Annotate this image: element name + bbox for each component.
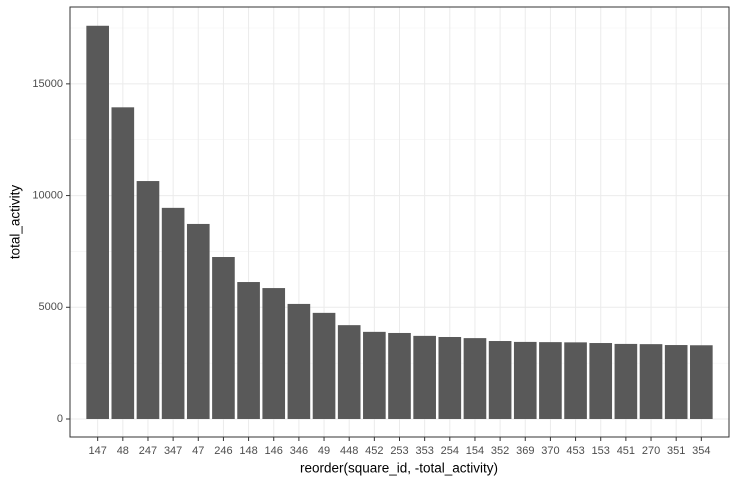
bar bbox=[614, 343, 638, 419]
x-tick-label: 47 bbox=[192, 445, 204, 457]
bar bbox=[237, 282, 260, 419]
bar bbox=[413, 335, 436, 419]
y-tick-label: 10000 bbox=[32, 189, 63, 201]
bar bbox=[111, 107, 135, 419]
y-tick-label: 15000 bbox=[32, 78, 63, 90]
bar bbox=[287, 303, 311, 419]
bar bbox=[664, 345, 688, 419]
bar bbox=[337, 325, 361, 419]
x-tick-label: 451 bbox=[617, 445, 635, 457]
bar bbox=[438, 336, 462, 419]
bar bbox=[212, 257, 235, 419]
x-tick-label: 246 bbox=[214, 445, 232, 457]
panel-border bbox=[69, 6, 730, 438]
x-tick-label: 346 bbox=[290, 445, 308, 457]
x-tick-label: 147 bbox=[88, 445, 106, 457]
x-tick-label: 353 bbox=[415, 445, 433, 457]
bar bbox=[262, 288, 286, 419]
bar bbox=[312, 312, 336, 419]
x-tick-label: 452 bbox=[365, 445, 383, 457]
x-tick-label: 148 bbox=[239, 445, 257, 457]
y-axis-title: total_activity bbox=[8, 185, 23, 260]
bar bbox=[161, 207, 185, 419]
bar bbox=[539, 342, 562, 419]
x-tick-label: 352 bbox=[491, 445, 509, 457]
x-tick-label: 354 bbox=[692, 445, 710, 457]
x-tick-label: 247 bbox=[139, 445, 157, 457]
x-tick-label: 370 bbox=[541, 445, 559, 457]
bar bbox=[513, 341, 537, 419]
x-tick-label: 369 bbox=[516, 445, 534, 457]
x-tick-label: 448 bbox=[340, 445, 358, 457]
x-tick-label: 146 bbox=[265, 445, 283, 457]
x-tick-label: 351 bbox=[667, 445, 685, 457]
y-tick-label: 5000 bbox=[39, 301, 63, 313]
bar bbox=[690, 345, 713, 419]
bar bbox=[388, 332, 411, 419]
x-tick-label: 254 bbox=[441, 445, 459, 457]
x-tick-label: 270 bbox=[642, 445, 660, 457]
x-tick-label: 453 bbox=[566, 445, 584, 457]
bar bbox=[488, 341, 512, 419]
bar bbox=[589, 343, 613, 419]
x-tick-label: 153 bbox=[592, 445, 610, 457]
bar bbox=[639, 344, 663, 419]
y-tick-label: 0 bbox=[57, 413, 63, 425]
x-tick-label: 253 bbox=[390, 445, 408, 457]
x-tick-label: 154 bbox=[466, 445, 484, 457]
bar bbox=[363, 331, 386, 419]
x-tick-label: 347 bbox=[164, 445, 182, 457]
bar bbox=[186, 223, 210, 419]
bar bbox=[136, 181, 160, 419]
x-tick-label: 49 bbox=[318, 445, 330, 457]
bar bbox=[86, 25, 109, 419]
bar bbox=[463, 338, 487, 419]
bar bbox=[564, 342, 587, 419]
x-tick-label: 48 bbox=[117, 445, 129, 457]
x-axis-title: reorder(square_id, -total_activity) bbox=[300, 461, 498, 476]
